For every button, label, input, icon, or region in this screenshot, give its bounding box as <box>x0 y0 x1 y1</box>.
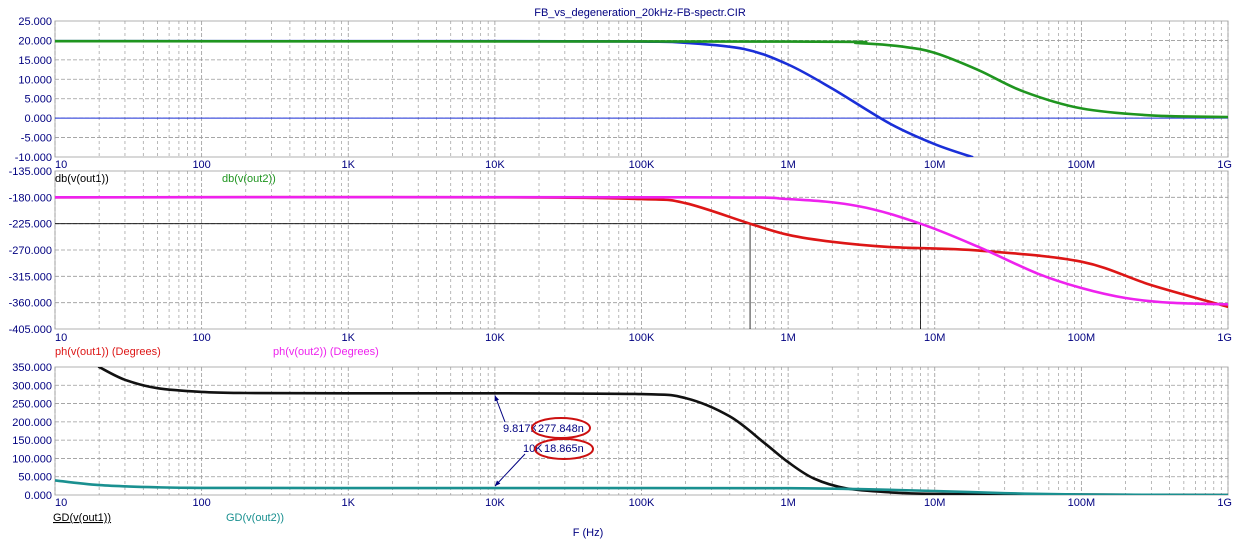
y-tick-label: 250.000 <box>12 399 52 411</box>
y-tick-label: -5.000 <box>21 133 52 145</box>
y-tick-label: -135.000 <box>9 166 52 178</box>
x-tick-label: 100K <box>629 497 655 509</box>
x-tick-label: 100 <box>192 497 210 509</box>
x-tick-label: 100M <box>1068 159 1096 171</box>
x-tick-label: 10K <box>485 332 505 344</box>
annotation-y-value: 277.848n <box>538 423 584 435</box>
annotation-arrowhead <box>494 395 500 402</box>
annotation-x-value: 10K <box>523 443 543 455</box>
y-tick-label: -180.000 <box>9 192 52 204</box>
y-tick-label: -225.000 <box>9 219 52 231</box>
annotation-value-bg <box>536 421 594 435</box>
y-tick-label: 15.000 <box>18 55 52 67</box>
annotation-y-value: 18.865n <box>544 443 584 455</box>
highlight-ellipse <box>534 438 594 460</box>
x-tick-label: 1M <box>780 332 795 344</box>
y-tick-label: 0.000 <box>24 490 52 502</box>
legend-entry: ph(v(out2)) (Degrees) <box>273 346 379 358</box>
annotation-x-value: 9.817K <box>503 423 539 435</box>
legend-entry: GD(v(out2)) <box>226 512 284 524</box>
y-tick-label: 200.000 <box>12 417 52 429</box>
chart-title: FB_vs_degeneration_20kHz-FB-spectr.CIR <box>534 7 746 19</box>
legend-entry: db(v(out1)) <box>55 173 109 185</box>
cursor-annotation-1: 9.817K 277.848n <box>494 395 594 439</box>
x-tick-label: 100K <box>629 159 655 171</box>
x-tick-label: 1K <box>342 159 356 171</box>
legend-entry: ph(v(out1)) (Degrees) <box>55 346 161 358</box>
cursor-annotation-2: 10K 18.865n <box>494 438 594 487</box>
y-tick-label: 25.000 <box>18 16 52 28</box>
x-tick-label: 1G <box>1217 332 1232 344</box>
y-tick-label: 100.000 <box>12 453 52 465</box>
panel-2: -135.000 -180.000 -225.000 -270.000 -315.000… <box>9 166 1232 358</box>
series-line-3-2 <box>55 479 1228 495</box>
annotation-value-bg <box>542 441 590 455</box>
x-tick-label: 10M <box>924 159 945 171</box>
x-tick-label: 1M <box>780 497 795 509</box>
y-tick-label: -315.000 <box>9 271 52 283</box>
x-axis-label: F (Hz) <box>573 527 604 539</box>
y-tick-label: 20.000 <box>18 35 52 47</box>
x-tick-label: 1M <box>780 159 795 171</box>
highlight-ellipse <box>531 417 591 439</box>
x-tick-label: 100K <box>629 332 655 344</box>
y-tick-label: 350.000 <box>12 362 52 374</box>
x-tick-label: 1K <box>342 332 356 344</box>
legend-entry: GD(v(out1)) <box>53 512 111 524</box>
panel-3: 350.000 300.000 250.000 200.000 150.000 100.0… <box>12 362 1232 524</box>
series-line-1-2 <box>55 39 1228 119</box>
legend-entry: db(v(out2)) <box>222 173 276 185</box>
x-tick-label: 10M <box>924 332 945 344</box>
x-tick-label: 10M <box>924 497 945 509</box>
x-tick-label: 100 <box>192 332 210 344</box>
y-tick-label: -10.000 <box>15 152 52 164</box>
y-tick-label: 0.000 <box>24 113 52 125</box>
x-tick-label: 10 <box>55 332 67 344</box>
y-tick-label: 300.000 <box>12 380 52 392</box>
x-tick-label: 1K <box>342 497 356 509</box>
annotation-arrowhead <box>494 480 501 487</box>
x-tick-label: 100M <box>1068 332 1096 344</box>
x-tick-label: 10 <box>55 159 67 171</box>
x-tick-label: 1G <box>1217 159 1232 171</box>
y-tick-label: 10.000 <box>18 74 52 86</box>
y-tick-label: -360.000 <box>9 298 52 310</box>
x-tick-label: 10K <box>485 497 505 509</box>
x-tick-label: 100 <box>192 159 210 171</box>
y-tick-label: 50.000 <box>18 472 52 484</box>
y-tick-label: -405.000 <box>9 324 52 336</box>
annotation-leader <box>494 453 526 487</box>
x-tick-label: 10K <box>485 159 505 171</box>
x-tick-label: 10 <box>55 497 67 509</box>
panel-1: 25.000 20.000 15.000 10.000 5.000 0.000 -5.000… <box>15 16 1232 185</box>
y-tick-label: 5.000 <box>24 94 52 106</box>
series-line-2-2 <box>55 195 1228 306</box>
y-tick-label: -270.000 <box>9 245 52 257</box>
x-tick-label: 100M <box>1068 497 1096 509</box>
series-line-3-1 <box>97 367 1228 495</box>
x-tick-label: 1G <box>1217 497 1232 509</box>
y-tick-label: 150.000 <box>12 435 52 447</box>
